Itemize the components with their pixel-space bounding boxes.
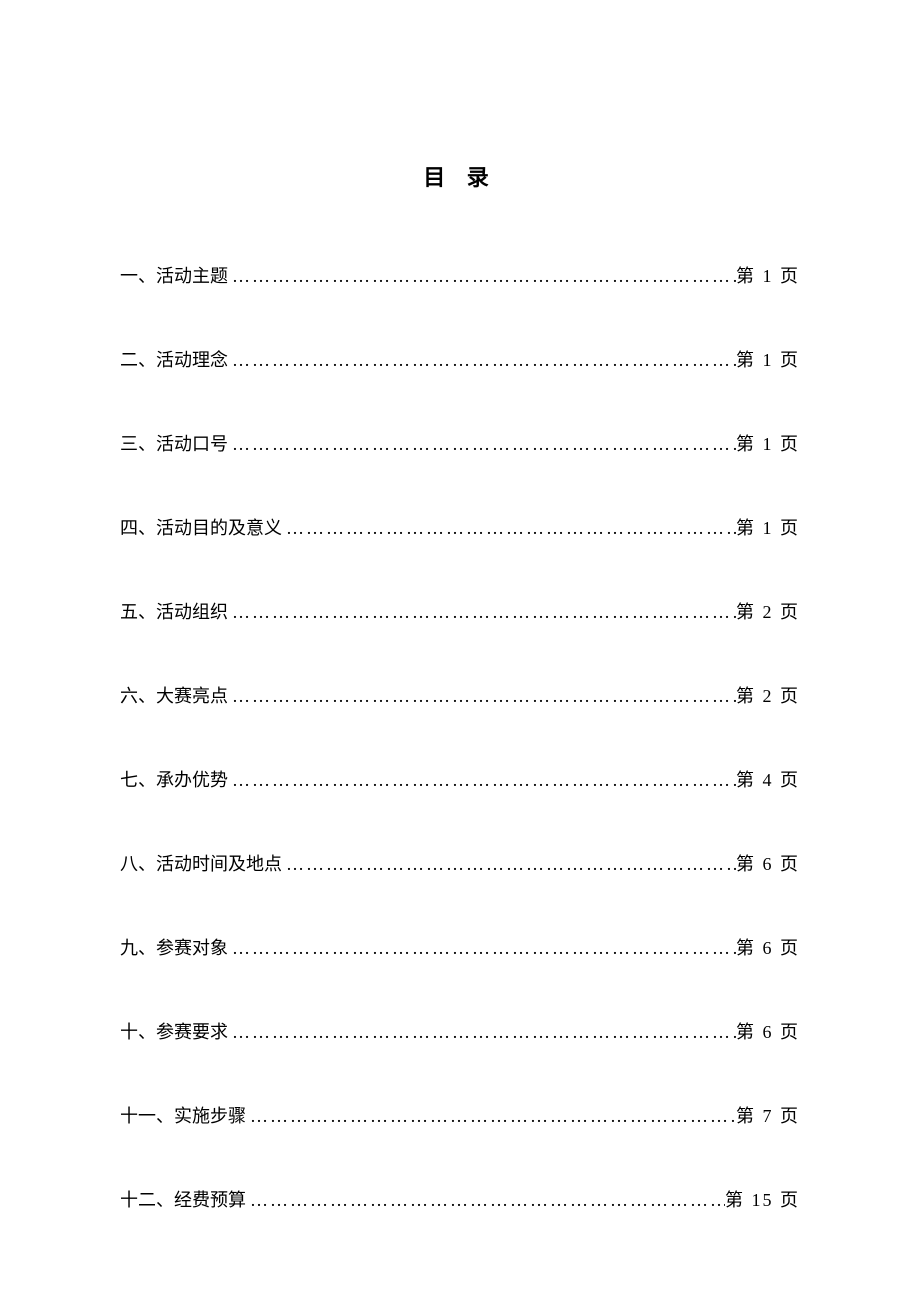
toc-entry-label: 活动口号 xyxy=(156,430,228,456)
toc-page-ref: 第 6 页 xyxy=(736,1018,800,1044)
page-suffix: 页 xyxy=(780,350,800,370)
toc-page-ref: 第 6 页 xyxy=(736,850,800,876)
toc-leader-dots: ……………………………………………………………………………………………… xyxy=(228,1022,736,1043)
page-prefix: 第 xyxy=(725,1190,745,1210)
toc-page-ref: 第 4 页 xyxy=(736,766,800,792)
page-suffix: 页 xyxy=(780,266,800,286)
toc-entry-num: 二、 xyxy=(120,346,156,372)
page-suffix: 页 xyxy=(780,1106,800,1126)
toc-item: 五、活动组织 ………………………………………………………………………………………… xyxy=(120,598,800,624)
page-prefix: 第 xyxy=(736,350,756,370)
page-number: 2 xyxy=(763,602,774,622)
page-number: 6 xyxy=(763,938,774,958)
toc-entry-num: 六、 xyxy=(120,682,156,708)
page-suffix: 页 xyxy=(780,1190,800,1210)
page-number: 15 xyxy=(752,1190,774,1210)
page-number: 1 xyxy=(763,518,774,538)
toc-page-ref: 第 1 页 xyxy=(736,262,800,288)
toc-title: 目 录 xyxy=(120,160,800,192)
toc-leader-dots: ……………………………………………………………………………………………… xyxy=(228,434,736,455)
toc-item: 六、大赛亮点 ………………………………………………………………………………………… xyxy=(120,682,800,708)
toc-entry-label: 参赛要求 xyxy=(156,1018,228,1044)
page-number: 6 xyxy=(763,1022,774,1042)
toc-entry-label: 实施步骤 xyxy=(174,1102,246,1128)
page-suffix: 页 xyxy=(780,686,800,706)
page-suffix: 页 xyxy=(780,854,800,874)
toc-item: 九、参赛对象 ………………………………………………………………………………………… xyxy=(120,934,800,960)
toc-leader-dots: ……………………………………………………………………………………………… xyxy=(228,350,736,371)
toc-item: 八、活动时间及地点 ………………………………………………………………………………… xyxy=(120,850,800,876)
toc-page-ref: 第 6 页 xyxy=(736,934,800,960)
toc-entry-label: 活动时间及地点 xyxy=(156,850,282,876)
toc-entry-num: 一、 xyxy=(120,262,156,288)
page-prefix: 第 xyxy=(736,434,756,454)
toc-entry-num: 十一、 xyxy=(120,1102,174,1128)
page-number: 6 xyxy=(763,854,774,874)
page-number: 1 xyxy=(763,266,774,286)
toc-item: 四、活动目的及意义 ………………………………………………………………………………… xyxy=(120,514,800,540)
page-prefix: 第 xyxy=(736,770,756,790)
toc-leader-dots: ……………………………………………………………………………………………… xyxy=(282,518,736,539)
toc-entry-label: 活动主题 xyxy=(156,262,228,288)
toc-entry-label: 承办优势 xyxy=(156,766,228,792)
toc-item: 三、活动口号 ………………………………………………………………………………………… xyxy=(120,430,800,456)
toc-leader-dots: ……………………………………………………………………………………………… xyxy=(282,854,736,875)
toc-leader-dots: ……………………………………………………………………………………………… xyxy=(246,1106,736,1127)
page-prefix: 第 xyxy=(736,1106,756,1126)
toc-page-ref: 第 15 页 xyxy=(725,1186,800,1212)
toc-entry-label: 活动理念 xyxy=(156,346,228,372)
page-prefix: 第 xyxy=(736,518,756,538)
toc-entry-label: 大赛亮点 xyxy=(156,682,228,708)
toc-list: 一、活动主题 ………………………………………………………………………………………… xyxy=(120,262,800,1212)
page-suffix: 页 xyxy=(780,938,800,958)
page-number: 7 xyxy=(763,1106,774,1126)
toc-item: 十二、经费预算 ……………………………………………………………………………………… xyxy=(120,1186,800,1212)
toc-entry-num: 十、 xyxy=(120,1018,156,1044)
page-suffix: 页 xyxy=(780,770,800,790)
page-suffix: 页 xyxy=(780,602,800,622)
page-prefix: 第 xyxy=(736,602,756,622)
page-prefix: 第 xyxy=(736,938,756,958)
toc-leader-dots: ……………………………………………………………………………………………… xyxy=(246,1190,725,1211)
toc-entry-num: 九、 xyxy=(120,934,156,960)
page-number: 4 xyxy=(763,770,774,790)
page-suffix: 页 xyxy=(780,434,800,454)
toc-entry-label: 活动组织 xyxy=(156,598,228,624)
toc-entry-label: 参赛对象 xyxy=(156,934,228,960)
page-prefix: 第 xyxy=(736,266,756,286)
page-number: 1 xyxy=(763,434,774,454)
toc-page-ref: 第 1 页 xyxy=(736,430,800,456)
toc-entry-label: 经费预算 xyxy=(174,1186,246,1212)
toc-page-ref: 第 2 页 xyxy=(736,598,800,624)
toc-entry-num: 十二、 xyxy=(120,1186,174,1212)
toc-entry-num: 八、 xyxy=(120,850,156,876)
toc-entry-num: 五、 xyxy=(120,598,156,624)
toc-page-ref: 第 2 页 xyxy=(736,682,800,708)
toc-item: 十、参赛要求 ………………………………………………………………………………………… xyxy=(120,1018,800,1044)
page-suffix: 页 xyxy=(780,1022,800,1042)
toc-leader-dots: ……………………………………………………………………………………………… xyxy=(228,266,736,287)
page-number: 2 xyxy=(763,686,774,706)
toc-page-ref: 第 1 页 xyxy=(736,346,800,372)
toc-entry-label: 活动目的及意义 xyxy=(156,514,282,540)
toc-page-ref: 第 7 页 xyxy=(736,1102,800,1128)
toc-item: 十一、实施步骤 ……………………………………………………………………………………… xyxy=(120,1102,800,1128)
toc-item: 七、承办优势 ………………………………………………………………………………………… xyxy=(120,766,800,792)
page-prefix: 第 xyxy=(736,1022,756,1042)
toc-leader-dots: ……………………………………………………………………………………………… xyxy=(228,602,736,623)
toc-item: 一、活动主题 ………………………………………………………………………………………… xyxy=(120,262,800,288)
toc-entry-num: 三、 xyxy=(120,430,156,456)
toc-leader-dots: ……………………………………………………………………………………………… xyxy=(228,686,736,707)
toc-leader-dots: ……………………………………………………………………………………………… xyxy=(228,770,736,791)
page-prefix: 第 xyxy=(736,854,756,874)
toc-page-ref: 第 1 页 xyxy=(736,514,800,540)
toc-item: 二、活动理念 ………………………………………………………………………………………… xyxy=(120,346,800,372)
page-suffix: 页 xyxy=(780,518,800,538)
page-prefix: 第 xyxy=(736,686,756,706)
toc-entry-num: 七、 xyxy=(120,766,156,792)
toc-entry-num: 四、 xyxy=(120,514,156,540)
toc-leader-dots: ……………………………………………………………………………………………… xyxy=(228,938,736,959)
page-number: 1 xyxy=(763,350,774,370)
